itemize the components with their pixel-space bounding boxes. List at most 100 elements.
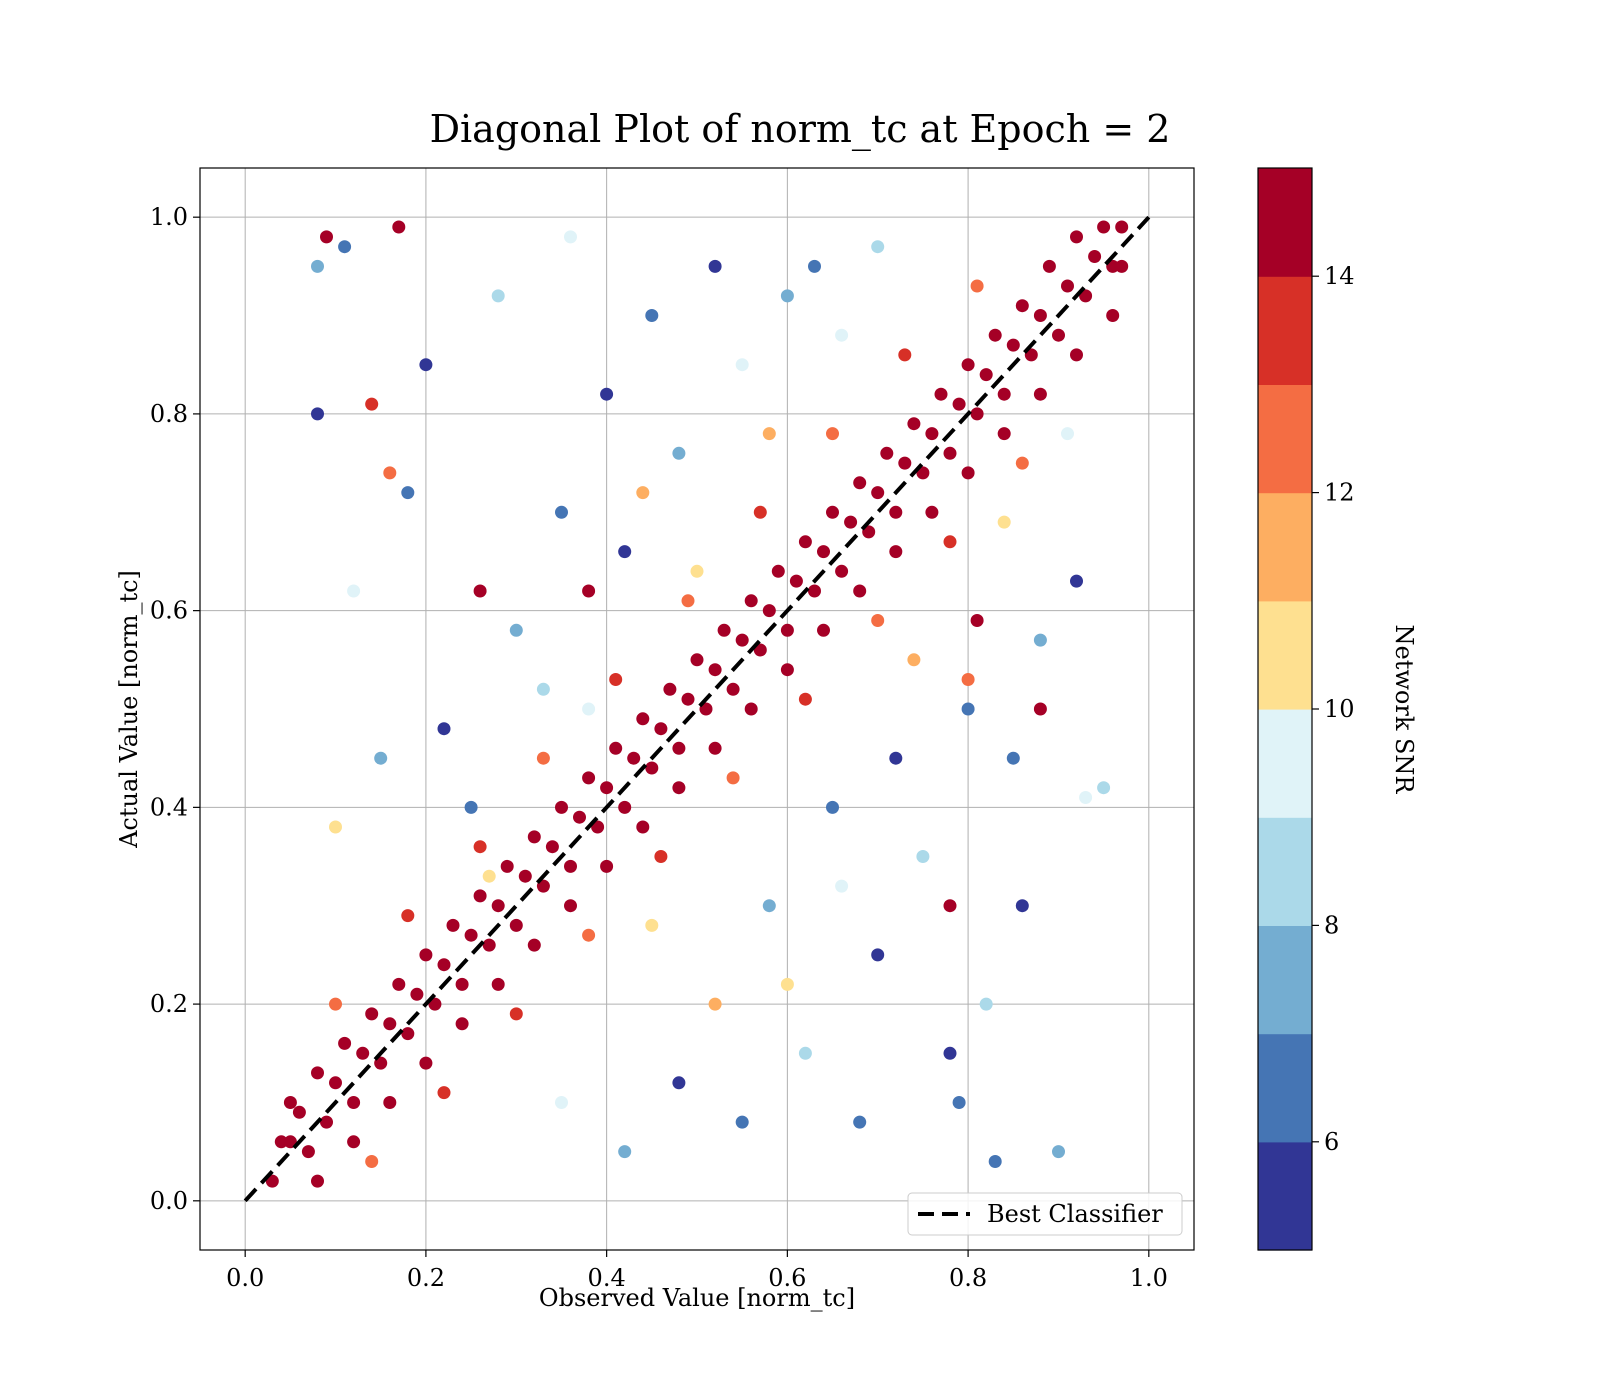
scatter-point (889, 545, 903, 559)
scatter-point (744, 594, 758, 608)
scatter-point (708, 259, 722, 273)
scatter-point (862, 525, 876, 539)
scatter-point (1070, 230, 1083, 244)
scatter-point (455, 1017, 469, 1031)
scatter-point (446, 918, 460, 932)
scatter-point (979, 997, 993, 1011)
scatter-point (943, 446, 957, 460)
scatter-point (1006, 338, 1020, 352)
scatter-point (410, 987, 424, 1001)
colorbar-band (1258, 492, 1312, 602)
scatter-point (491, 977, 505, 991)
scatter-point (338, 240, 352, 254)
scatter-point (979, 368, 993, 382)
scatter-point (645, 309, 659, 322)
scatter-point (464, 928, 478, 942)
scatter-point (654, 722, 668, 736)
scatter-point (1088, 250, 1102, 263)
scatter-point (283, 1135, 297, 1149)
scatter-point (690, 564, 704, 578)
colorbar-band (1258, 1141, 1312, 1251)
scatter-point (771, 564, 785, 578)
scatter-point (609, 673, 623, 686)
scatter-point (952, 397, 966, 411)
scatter-point (780, 663, 794, 677)
colorbar: 6 8 10 12 14 Network SNR (1257, 167, 1418, 1251)
scatter-point (311, 407, 324, 421)
scatter-point (672, 446, 686, 460)
scatter-point (600, 859, 614, 873)
x-tick-label: 0.6 (768, 1264, 806, 1292)
scatter-point (753, 643, 767, 657)
y-axis-label: Actual Value [norm_tc] (115, 570, 143, 849)
scatter-point (1115, 220, 1129, 234)
scatter-point (564, 859, 577, 873)
scatter-point (717, 623, 731, 637)
scatter-point (853, 584, 867, 598)
scatter-point (798, 1046, 812, 1060)
scatter-point (871, 486, 885, 500)
scatter-point (690, 653, 704, 667)
x-tick-label: 0.0 (226, 1264, 264, 1292)
scatter-point (365, 397, 379, 411)
scatter-point (482, 938, 496, 952)
y-tick-label: 0.2 (150, 990, 188, 1018)
scatter-point (419, 358, 433, 372)
scatter-point (672, 1076, 686, 1090)
scatter-point (961, 358, 975, 372)
scatter-point (527, 938, 541, 952)
scatter-point (780, 623, 794, 637)
y-tick-label: 0.4 (150, 793, 188, 821)
scatter-point (826, 505, 839, 519)
scatter-point (509, 1007, 523, 1021)
scatter-point (681, 692, 695, 706)
scatter-point (735, 1115, 749, 1129)
scatter-point (600, 781, 614, 795)
scatter-point (1052, 1145, 1065, 1159)
scatter-point (265, 1174, 279, 1188)
colorbar-label: Network SNR (1390, 625, 1418, 795)
colorbar-bands (1258, 168, 1312, 1251)
scatter-point (455, 977, 469, 991)
scatter-point (618, 1145, 632, 1159)
scatter-point (753, 505, 767, 519)
scatter-point (1052, 328, 1065, 342)
scatter-point (735, 358, 749, 372)
colorbar-band (1258, 168, 1312, 277)
x-axis-ticks: 0.0 0.2 0.4 0.6 0.8 1.0 (226, 1250, 1168, 1292)
scatter-point (464, 800, 478, 814)
scatter-point (699, 702, 713, 716)
colorbar-band (1258, 925, 1312, 1035)
scatter-point (627, 751, 641, 765)
scatter-point (392, 977, 406, 991)
scatter-point (509, 918, 523, 932)
colorbar-band (1258, 1033, 1312, 1143)
scatter-point (518, 869, 532, 883)
scatter-point (473, 840, 487, 854)
colorbar-tick-label: 14 (1324, 262, 1355, 290)
colorbar-tick-label: 12 (1324, 479, 1355, 507)
scatter-point (1015, 299, 1029, 313)
scatter-point (600, 387, 614, 401)
scatter-point (437, 958, 451, 972)
colorbar-ticks: 6 8 10 12 14 (1312, 262, 1355, 1156)
chart-title: Diagonal Plot of norm_tc at Epoch = 2 (430, 107, 1171, 152)
legend-label: Best Classifier (987, 1200, 1163, 1228)
scatter-point (301, 1145, 315, 1159)
scatter-point (1033, 702, 1047, 716)
best-classifier-line (243, 215, 1151, 1203)
scatter-point (1015, 899, 1029, 913)
scatter-point (437, 1086, 451, 1100)
scatter-point (383, 466, 397, 480)
scatter-point (582, 928, 596, 942)
scatter-point (943, 1046, 957, 1060)
scatter-point (780, 289, 794, 303)
scatter-point (762, 427, 776, 441)
x-tick-label: 0.8 (949, 1264, 987, 1292)
y-axis-ticks: 0.0 0.2 0.4 0.6 0.8 1.0 (150, 203, 200, 1215)
scatter-point (491, 899, 505, 913)
scatter-point (383, 1017, 397, 1031)
scatter-point (708, 741, 722, 755)
scatter-point (311, 259, 324, 273)
